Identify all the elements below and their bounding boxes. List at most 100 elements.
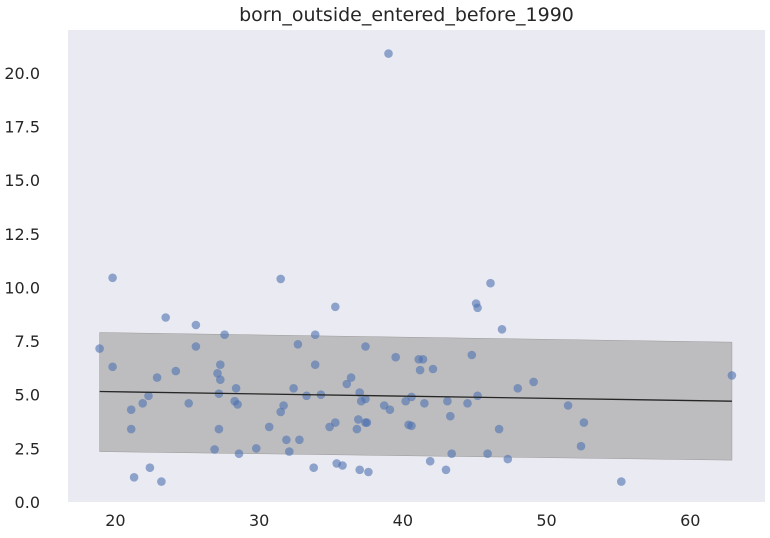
y-tick-label: 10.0 bbox=[4, 278, 40, 297]
data-point bbox=[220, 330, 229, 340]
data-point bbox=[441, 465, 451, 475]
data-point bbox=[385, 405, 395, 415]
data-point bbox=[276, 274, 286, 284]
data-point bbox=[362, 418, 372, 427]
y-tick-label: 7.5 bbox=[15, 332, 40, 351]
data-point bbox=[563, 401, 573, 410]
data-point bbox=[251, 444, 261, 453]
data-point bbox=[467, 350, 477, 360]
data-point bbox=[425, 456, 435, 466]
data-point bbox=[494, 424, 504, 434]
y-tick-label: 12.5 bbox=[4, 225, 40, 244]
data-point bbox=[346, 373, 356, 382]
data-point bbox=[497, 325, 507, 334]
data-point bbox=[338, 461, 347, 470]
data-point bbox=[503, 454, 513, 464]
data-point bbox=[191, 320, 201, 330]
data-point bbox=[126, 424, 136, 434]
data-point bbox=[447, 449, 457, 459]
data-point bbox=[391, 352, 401, 362]
data-point bbox=[293, 340, 303, 349]
data-point bbox=[285, 447, 294, 456]
data-point bbox=[513, 384, 523, 393]
data-point bbox=[420, 399, 429, 408]
data-point bbox=[231, 384, 241, 393]
y-tick-label: 0.0 bbox=[15, 493, 40, 512]
regression-line-layer bbox=[99, 390, 732, 402]
data-point bbox=[210, 445, 219, 454]
data-point bbox=[184, 399, 193, 408]
data-point bbox=[145, 463, 155, 473]
data-point bbox=[331, 302, 340, 312]
data-point bbox=[108, 362, 117, 372]
data-point bbox=[152, 373, 162, 382]
data-point bbox=[486, 278, 495, 288]
y-tick-labels: 0.0 2.5 5.0 7.5 10.0 12.5 15.0 17.5 20.0 bbox=[4, 64, 40, 512]
data-point bbox=[214, 424, 224, 434]
data-point bbox=[355, 388, 365, 397]
x-tick-label: 20 bbox=[105, 511, 125, 530]
data-point bbox=[216, 360, 225, 370]
data-point bbox=[108, 273, 117, 283]
y-tick-label: 15.0 bbox=[4, 171, 40, 190]
data-point bbox=[161, 313, 170, 322]
data-point bbox=[463, 399, 472, 408]
data-point bbox=[233, 400, 242, 409]
data-point bbox=[443, 396, 452, 406]
data-point bbox=[355, 465, 365, 475]
data-point bbox=[428, 364, 438, 374]
data-point bbox=[483, 449, 492, 459]
data-point bbox=[138, 399, 147, 408]
data-point bbox=[144, 391, 153, 401]
data-point bbox=[331, 418, 340, 427]
data-point bbox=[727, 371, 737, 380]
data-point bbox=[473, 303, 482, 313]
chart-title: born_outside_entered_before_1990 bbox=[239, 4, 574, 26]
data-point bbox=[282, 435, 291, 445]
data-point bbox=[418, 355, 428, 364]
data-point bbox=[216, 375, 225, 385]
points-layer bbox=[95, 49, 737, 486]
data-point bbox=[364, 467, 373, 477]
data-point bbox=[361, 394, 370, 404]
x-tick-label: 60 bbox=[680, 511, 700, 530]
data-point bbox=[157, 477, 166, 486]
data-point bbox=[415, 365, 425, 375]
x-tick-label: 40 bbox=[393, 511, 413, 530]
data-point bbox=[289, 384, 298, 393]
data-point bbox=[579, 418, 589, 427]
data-point bbox=[342, 379, 352, 389]
data-point bbox=[617, 477, 626, 486]
regression-line bbox=[99, 390, 732, 402]
data-point bbox=[310, 330, 320, 340]
data-point bbox=[279, 401, 288, 410]
data-point bbox=[310, 360, 320, 370]
x-tick-label: 50 bbox=[536, 511, 556, 530]
x-tick-label: 30 bbox=[249, 511, 269, 530]
x-tick-labels: 20 30 40 50 60 bbox=[105, 511, 700, 530]
data-point bbox=[473, 391, 482, 401]
data-point bbox=[407, 421, 416, 431]
y-tick-label: 20.0 bbox=[4, 64, 40, 83]
data-point bbox=[384, 49, 393, 58]
data-point bbox=[171, 366, 181, 376]
data-point bbox=[95, 344, 104, 353]
y-tick-label: 2.5 bbox=[15, 439, 40, 458]
data-point bbox=[361, 342, 370, 351]
data-point bbox=[276, 407, 286, 417]
y-tick-label: 5.0 bbox=[15, 386, 40, 405]
data-point bbox=[264, 422, 274, 432]
data-point bbox=[126, 405, 136, 415]
y-tick-label: 17.5 bbox=[4, 118, 40, 137]
data-point bbox=[354, 415, 363, 424]
data-point bbox=[295, 435, 304, 445]
data-point bbox=[191, 342, 201, 351]
data-point bbox=[302, 391, 311, 401]
data-point bbox=[309, 463, 319, 473]
data-point bbox=[446, 411, 455, 421]
data-point bbox=[529, 377, 538, 387]
data-point bbox=[129, 473, 139, 482]
data-point bbox=[576, 441, 586, 451]
